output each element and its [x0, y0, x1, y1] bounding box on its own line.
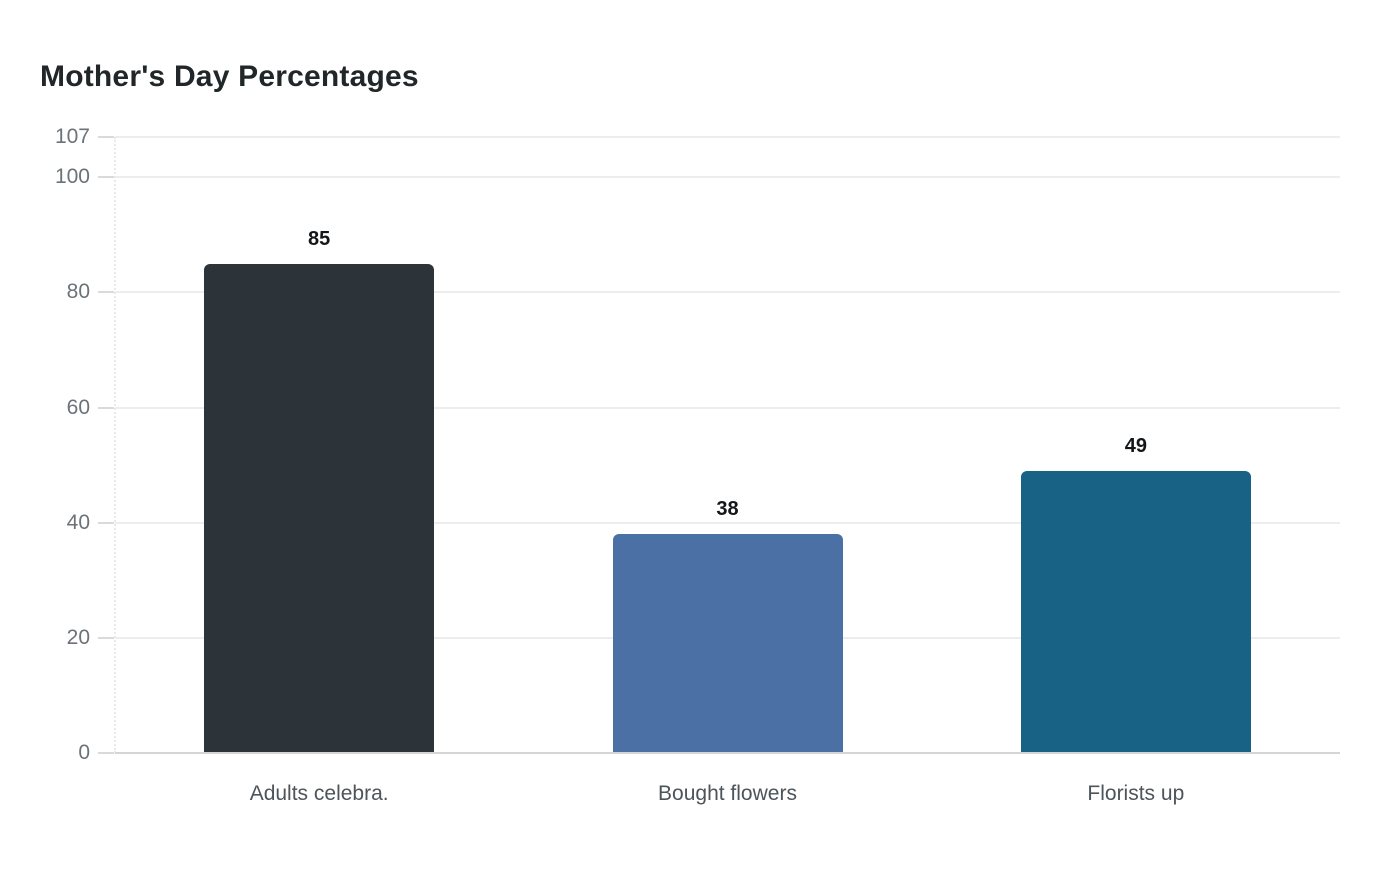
chart-title: Mother's Day Percentages: [40, 60, 419, 93]
bar[interactable]: [1020, 470, 1251, 752]
y-tick-mark: [98, 521, 114, 524]
x-axis-line: [115, 752, 1340, 754]
y-tick-mark: [98, 636, 114, 639]
bar-category-label: Bought flowers: [658, 782, 797, 805]
y-tick-label: 40: [66, 510, 90, 534]
gridline: [115, 406, 1340, 409]
y-tick-label: 100: [54, 165, 90, 189]
bar-category-label: Adults celebra.: [249, 782, 389, 805]
y-tick-mark: [98, 291, 114, 294]
gridline: [115, 291, 1340, 294]
y-tick-label: 107: [54, 125, 90, 148]
y-tick-mark: [98, 176, 114, 179]
y-tick-mark: [98, 406, 114, 409]
bar-value-label: 49: [1124, 434, 1147, 457]
bar-value-label: 38: [716, 498, 739, 521]
bar[interactable]: [612, 534, 843, 752]
y-tick-label: 0: [78, 741, 90, 764]
y-tick-label: 20: [66, 625, 90, 649]
y-axis-dotted-line: [114, 137, 116, 753]
y-tick-label: 60: [66, 395, 90, 419]
y-tick-mark: [98, 136, 114, 138]
y-tick-label: 80: [66, 280, 90, 304]
bar-value-label: 85: [308, 227, 331, 250]
bar-category-label: Florists up: [1087, 782, 1185, 805]
gridline: [115, 521, 1340, 524]
gridline: [115, 176, 1340, 179]
bar[interactable]: [204, 263, 435, 752]
gridline: [115, 136, 1340, 138]
y-tick-mark: [98, 752, 114, 754]
